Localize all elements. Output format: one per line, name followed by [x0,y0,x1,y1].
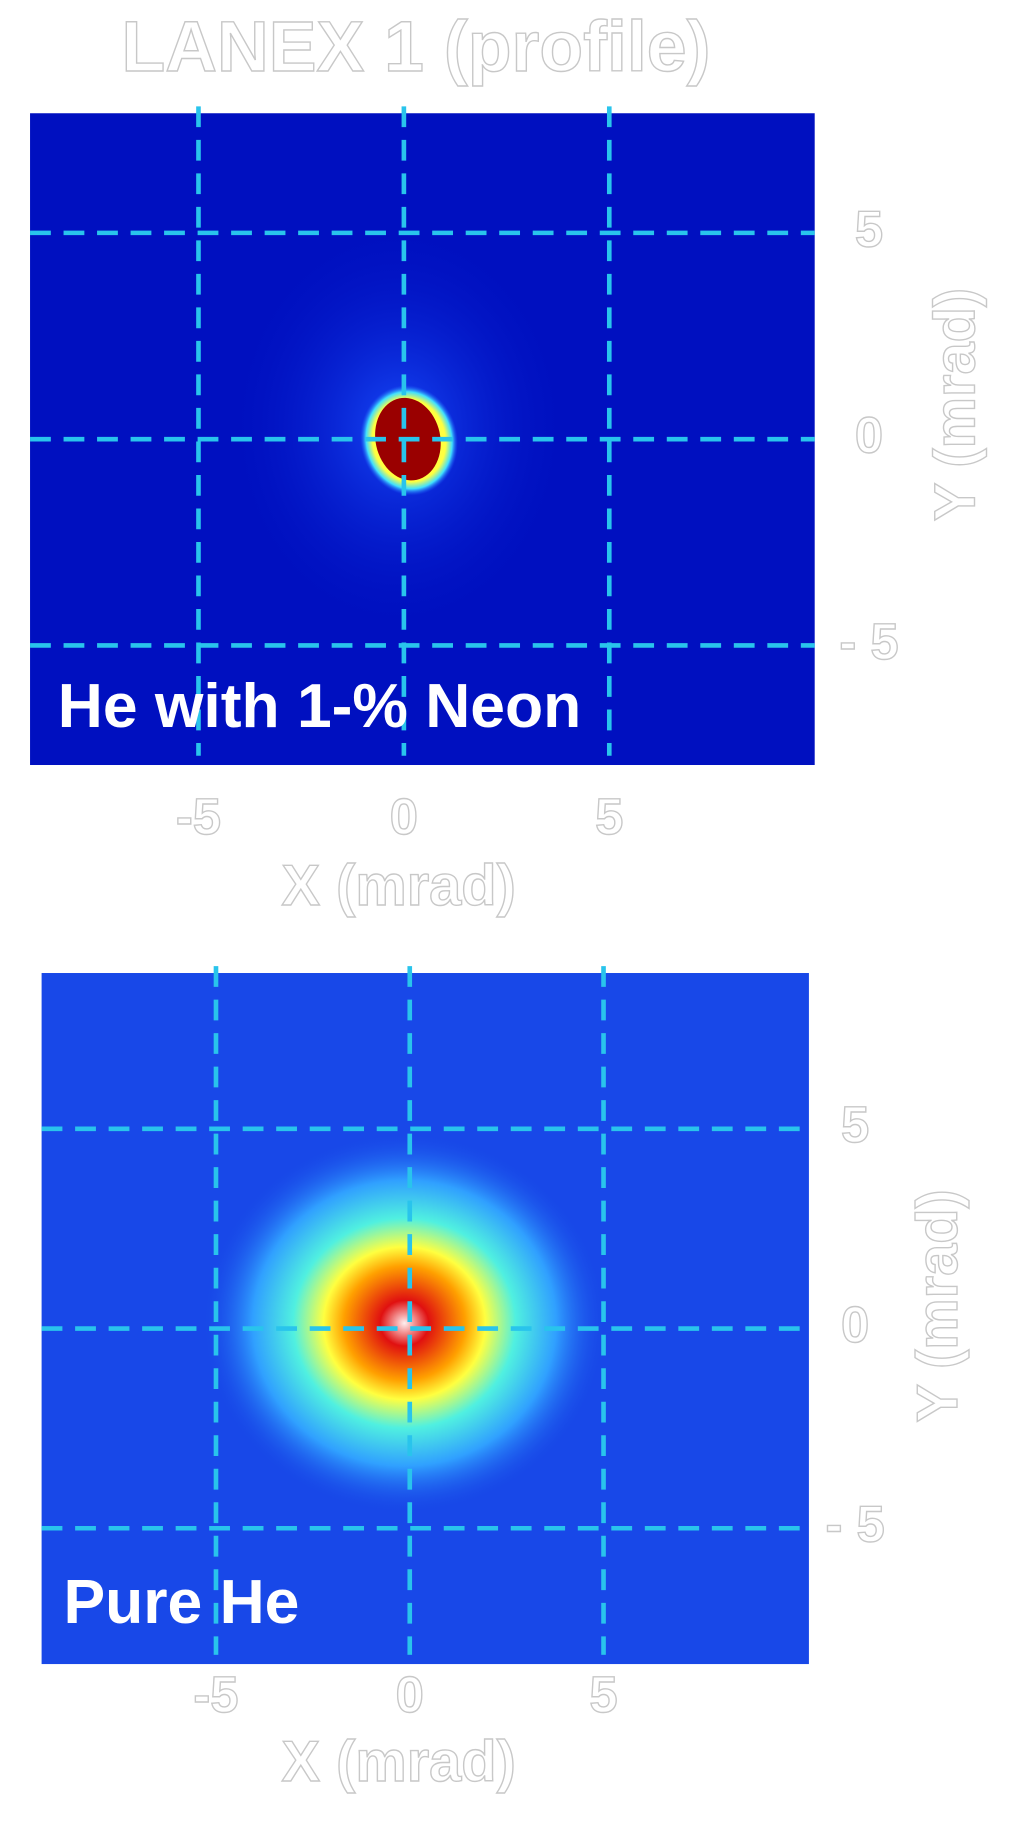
beam-spot [202,1132,606,1513]
x-tick-label: 5 [595,788,623,845]
y-tick-label: - 5 [839,613,898,670]
x-tick-label: 0 [396,1666,424,1723]
annotation: Pure He [64,1568,300,1637]
y-tick-label: 5 [841,1096,869,1153]
y-tick-label: 0 [841,1296,869,1353]
chart-title: LANEX 1 (profile) [122,7,711,87]
x-tick-label: 0 [390,788,418,845]
y-tick-label: 0 [855,407,883,464]
page: -5 0 5 5 0 - 5 LANEX 1 (profile) X (mrad) Y (mra… [0,0,1025,1845]
y-tick-label: - 5 [825,1496,884,1553]
x-tick-label: 5 [589,1666,617,1723]
x-tick-label: -5 [176,788,221,845]
y-tick-label: 5 [855,200,883,257]
annotation: He with 1-% Neon [58,672,581,741]
content: -5 0 5 5 0 - 5 LANEX 1 (profile) X (mrad) Y (mra… [30,7,987,1794]
y-axis-label: Y (mrad) [906,1189,970,1422]
x-axis-label: X (mrad) [282,854,516,918]
x-axis-label: X (mrad) [282,1730,516,1794]
x-tick-label: -5 [193,1666,238,1723]
y-axis-label: Y (mrad) [923,288,987,521]
